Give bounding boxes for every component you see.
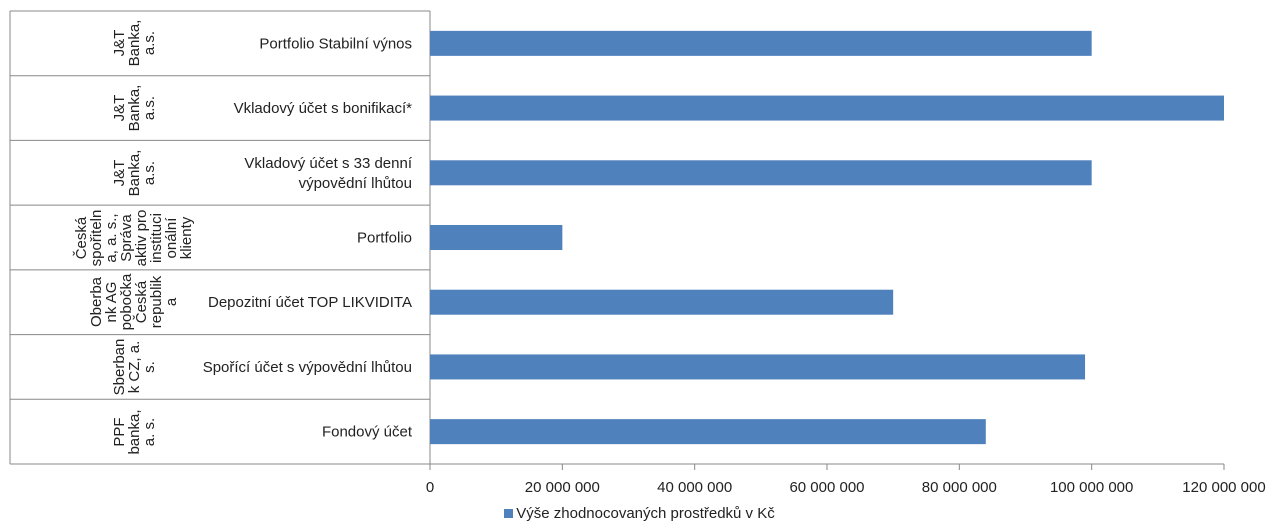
bank-label: PPF banka, a. s.	[110, 409, 158, 455]
x-tick-label: 120 000 000	[1182, 479, 1265, 496]
product-label: Fondový účet	[322, 424, 413, 441]
bar	[430, 289, 894, 315]
x-tick-label: 20 000 000	[525, 479, 600, 496]
product-label: Vkladový účet s bonifikací*	[234, 100, 413, 117]
product-label: Vkladový účet s 33 denní výpovědní lhůtou	[244, 155, 412, 192]
x-tick-label: 100 000 000	[1050, 479, 1133, 496]
bar	[430, 160, 1092, 186]
bank-label: Česká spořiteln a, a. s., Správa aktiv p…	[73, 209, 195, 266]
legend: Výše zhodnocovaných prostředků v Kč	[0, 505, 1279, 522]
bar	[430, 225, 563, 250]
bar	[430, 95, 1224, 121]
product-label: Portfolio Stabilní výnos	[259, 35, 412, 52]
bar	[430, 354, 1086, 380]
bank-label: J&T Banka, a.s.	[110, 149, 158, 197]
bar	[430, 419, 986, 445]
legend-label: Výše zhodnocovaných prostředků v Kč	[516, 505, 775, 522]
x-tick-label: 40 000 000	[657, 479, 732, 496]
bank-label: Sberban k CZ, a. s.	[110, 338, 158, 396]
x-tick-label: 60 000 000	[789, 479, 864, 496]
legend-swatch	[504, 509, 514, 518]
bank-label: Oberba nk AG pobočka Česká republik a	[88, 273, 180, 331]
bank-label: J&T Banka, a.s.	[110, 20, 158, 67]
x-tick-label: 0	[426, 479, 434, 496]
bank-label: J&T Banka, a.s.	[110, 84, 158, 132]
product-label: Portfolio	[357, 230, 412, 247]
x-tick-label: 80 000 000	[922, 479, 997, 496]
product-label: Depozitní účet TOP LIKVIDITA	[208, 294, 412, 311]
bar	[430, 30, 1092, 56]
product-label: Spořící účet s výpovědní lhůtou	[203, 359, 412, 376]
